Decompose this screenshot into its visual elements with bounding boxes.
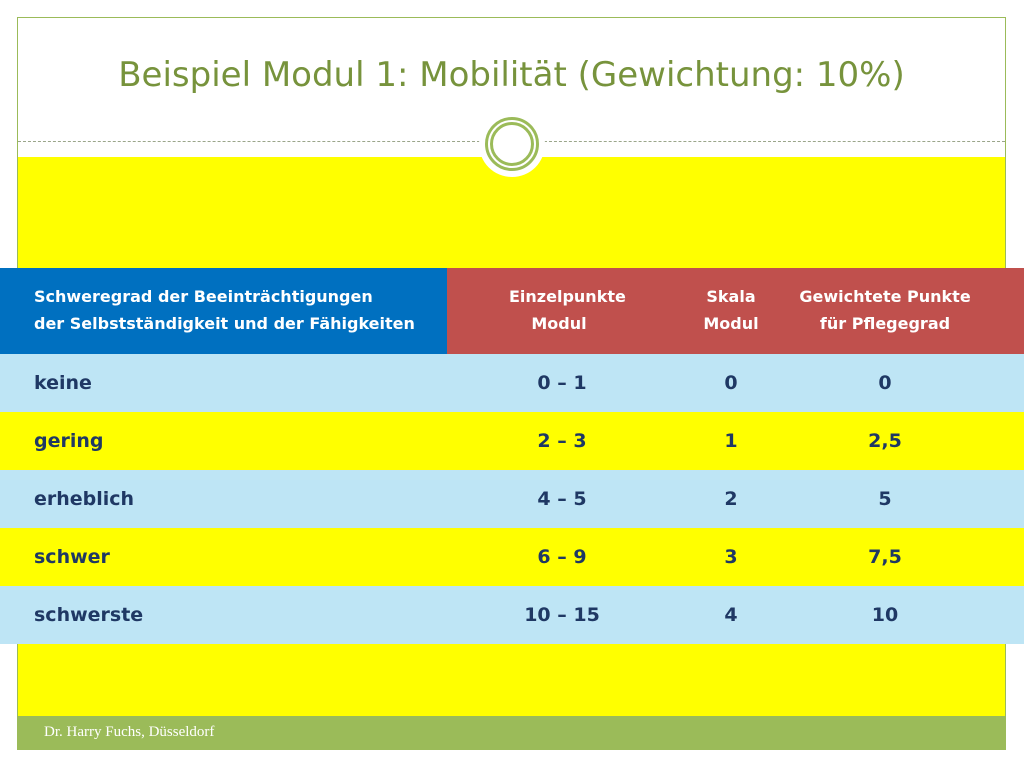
cell-scale: 0 bbox=[724, 372, 738, 394]
cell-scale: 3 bbox=[724, 546, 738, 568]
header-scale: Skala Modul bbox=[690, 283, 772, 337]
cell-severity: schwerste bbox=[34, 604, 144, 626]
header-weighted-points-line1: Gewichtete Punkte bbox=[799, 287, 971, 306]
cell-single-points: 6 – 9 bbox=[537, 546, 587, 568]
table-row: erheblich 4 – 5 2 5 bbox=[0, 470, 1024, 528]
header-severity-line1: Schweregrad der Beeinträchtigungen bbox=[34, 287, 373, 306]
header-weighted-points-line2: für Pflegegrad bbox=[819, 314, 951, 333]
cell-scale: 2 bbox=[724, 488, 738, 510]
cell-severity: erheblich bbox=[34, 488, 135, 510]
cell-weighted-points: 5 bbox=[878, 488, 892, 510]
cell-single-points: 4 – 5 bbox=[537, 488, 587, 510]
scoring-table: Schweregrad der Beeinträchtigungen der S… bbox=[0, 268, 1024, 644]
table-row: schwer 6 – 9 3 7,5 bbox=[0, 528, 1024, 586]
footer-bar: Dr. Harry Fuchs, Düsseldorf bbox=[18, 716, 1005, 749]
table-row: gering 2 – 3 1 2,5 bbox=[0, 412, 1024, 470]
title-divider-left bbox=[18, 141, 480, 142]
cell-weighted-points: 2,5 bbox=[868, 430, 902, 452]
table-row: keine 0 – 1 0 0 bbox=[0, 354, 1024, 412]
cell-weighted-points: 10 bbox=[871, 604, 899, 626]
double-circle-ornament-icon bbox=[479, 111, 545, 177]
cell-single-points: 0 – 1 bbox=[537, 372, 587, 394]
header-scale-line1: Skala bbox=[706, 287, 756, 306]
header-severity-line2: der Selbstständigkeit und der Fähigkeite… bbox=[34, 314, 415, 333]
cell-severity: keine bbox=[34, 372, 92, 394]
cell-severity: schwer bbox=[34, 546, 110, 568]
header-severity: Schweregrad der Beeinträchtigungen der S… bbox=[0, 268, 447, 354]
header-single-points: Einzelpunkte Modul bbox=[509, 283, 626, 337]
header-single-points-line1: Einzelpunkte bbox=[509, 287, 626, 306]
table-header: Schweregrad der Beeinträchtigungen der S… bbox=[0, 268, 1024, 354]
header-single-points-line2: Modul bbox=[531, 314, 587, 333]
table-row: schwerste 10 – 15 4 10 bbox=[0, 586, 1024, 644]
header-scale-line2: Modul bbox=[703, 314, 759, 333]
cell-severity: gering bbox=[34, 430, 104, 452]
cell-weighted-points: 0 bbox=[878, 372, 892, 394]
cell-scale: 4 bbox=[724, 604, 738, 626]
cell-single-points: 10 – 15 bbox=[524, 604, 600, 626]
cell-scale: 1 bbox=[724, 430, 738, 452]
header-weighted-points: Gewichtete Punkte für Pflegegrad bbox=[795, 283, 975, 337]
header-scores: Einzelpunkte Modul Skala Modul Gewichtet… bbox=[447, 268, 1024, 354]
footer-author: Dr. Harry Fuchs, Düsseldorf bbox=[44, 724, 215, 740]
slide-title: Beispiel Modul 1: Mobilität (Gewichtung:… bbox=[118, 55, 905, 95]
cell-single-points: 2 – 3 bbox=[537, 430, 587, 452]
title-divider-right bbox=[544, 141, 1005, 142]
cell-weighted-points: 7,5 bbox=[868, 546, 902, 568]
